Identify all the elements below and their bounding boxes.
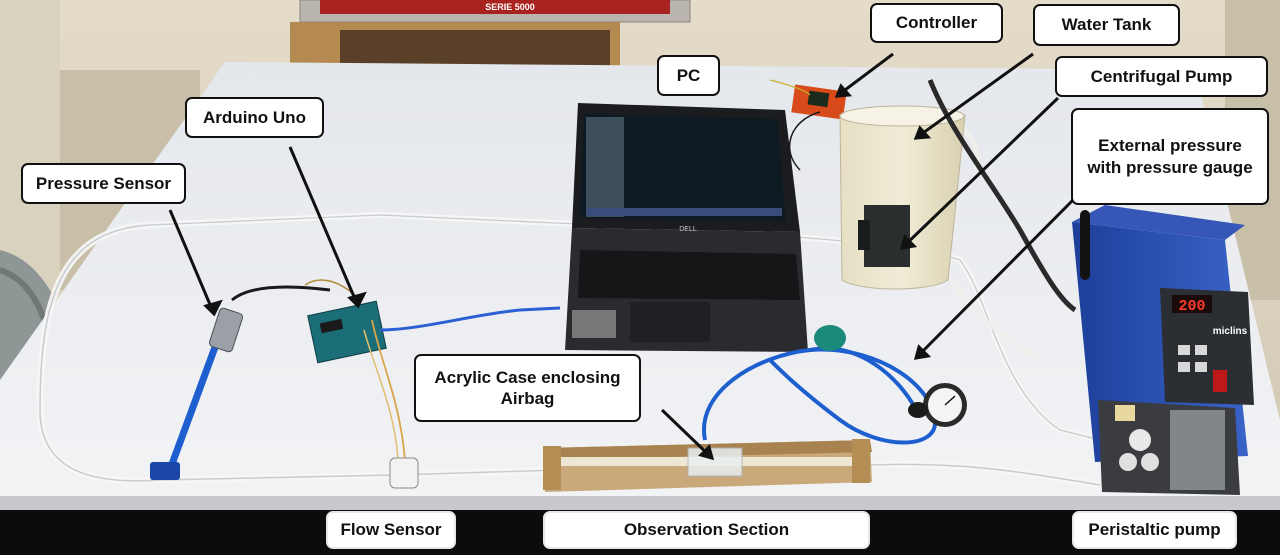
label-arduino-uno: Arduino Uno (185, 97, 324, 138)
water-tank (839, 105, 966, 290)
label-controller-text: Controller (895, 13, 978, 33)
label-external-pressure: External pressure with pressure gauge (1071, 108, 1269, 205)
label-controller: Controller (870, 3, 1003, 43)
background-door (0, 0, 60, 300)
label-peristaltic-pump-text: Peristaltic pump (1088, 520, 1221, 540)
laptop: DELL (565, 103, 808, 352)
label-water-tank: Water Tank (1033, 4, 1180, 46)
pump-display (1172, 295, 1212, 313)
laptop-brand-text: DELL (679, 226, 697, 233)
label-acrylic-case-text: Acrylic Case enclosing Airbag (434, 367, 621, 408)
label-flow-sensor-text: Flow Sensor (340, 520, 442, 540)
label-arduino-uno-text: Arduino Uno (203, 107, 306, 127)
label-centrifugal-pump: Centrifugal Pump (1055, 56, 1268, 97)
arduino-board (307, 300, 387, 364)
centrifugal-pump-body (864, 205, 910, 267)
pump-brand-text: miclins (1213, 326, 1248, 337)
label-pressure-sensor-text: Pressure Sensor (35, 173, 172, 193)
label-observation-section-text: Observation Section (623, 520, 790, 540)
annotation-arrows (168, 52, 1077, 461)
pump-display-text: 200 (1178, 298, 1205, 315)
label-pc: PC (657, 55, 720, 96)
label-peristaltic-pump: Peristaltic pump (1072, 511, 1237, 549)
hand-bulb (814, 325, 846, 351)
table-edge (0, 496, 1280, 510)
label-pressure-sensor: Pressure Sensor (21, 163, 186, 204)
label-water-tank-text: Water Tank (1061, 15, 1152, 35)
acrylic-case (687, 447, 743, 477)
oven-series-text: SERIE 5000 (485, 2, 535, 12)
label-flow-sensor: Flow Sensor (326, 511, 456, 549)
observation-section-channel (543, 439, 872, 492)
label-centrifugal-pump-text: Centrifugal Pump (1090, 66, 1233, 86)
label-observation-section: Observation Section (543, 511, 870, 549)
label-pc-text: PC (676, 65, 701, 85)
laptop-screen (580, 114, 786, 221)
usb-cable (379, 306, 561, 332)
pressure-sensor (208, 307, 244, 353)
label-acrylic-case: Acrylic Case enclosing Airbag (414, 354, 641, 422)
label-external-pressure-text: External pressure with pressure gauge (1087, 136, 1253, 177)
flow-sensor (389, 457, 419, 489)
peristaltic-pump: 200 miclins (1072, 205, 1254, 495)
